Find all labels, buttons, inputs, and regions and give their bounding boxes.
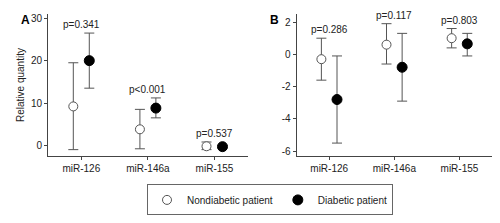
svg-text:p=0.286: p=0.286 (311, 24, 348, 35)
svg-text:miR-155: miR-155 (196, 163, 234, 174)
svg-text:miR-155: miR-155 (441, 163, 479, 174)
svg-text:p=0.803: p=0.803 (441, 15, 478, 26)
svg-text:B: B (270, 13, 279, 27)
svg-text:0: 0 (285, 49, 291, 60)
svg-text:20: 20 (31, 55, 43, 66)
svg-text:10: 10 (31, 98, 43, 109)
svg-text:Nondiabetic patient: Nondiabetic patient (187, 195, 273, 206)
svg-text:p=0.341: p=0.341 (63, 19, 100, 30)
svg-text:miR-126: miR-126 (62, 163, 100, 174)
svg-text:miR-126: miR-126 (310, 163, 348, 174)
svg-text:p<0.001: p<0.001 (129, 84, 166, 95)
svg-text:miR-146a: miR-146a (126, 163, 170, 174)
svg-text:0: 0 (36, 140, 42, 151)
svg-text:Relative quantity: Relative quantity (15, 48, 26, 122)
svg-text:-6: -6 (282, 146, 291, 157)
svg-text:p=0.117: p=0.117 (376, 10, 412, 21)
svg-text:p=0.537: p=0.537 (196, 128, 233, 139)
svg-text:-2: -2 (282, 81, 291, 92)
svg-text:miR-146a: miR-146a (373, 163, 417, 174)
svg-text:2: 2 (285, 17, 291, 28)
svg-text:-4: -4 (282, 113, 291, 124)
svg-text:A: A (21, 13, 30, 27)
svg-text:Diabetic patient: Diabetic patient (318, 195, 387, 206)
svg-text:30: 30 (31, 13, 43, 24)
